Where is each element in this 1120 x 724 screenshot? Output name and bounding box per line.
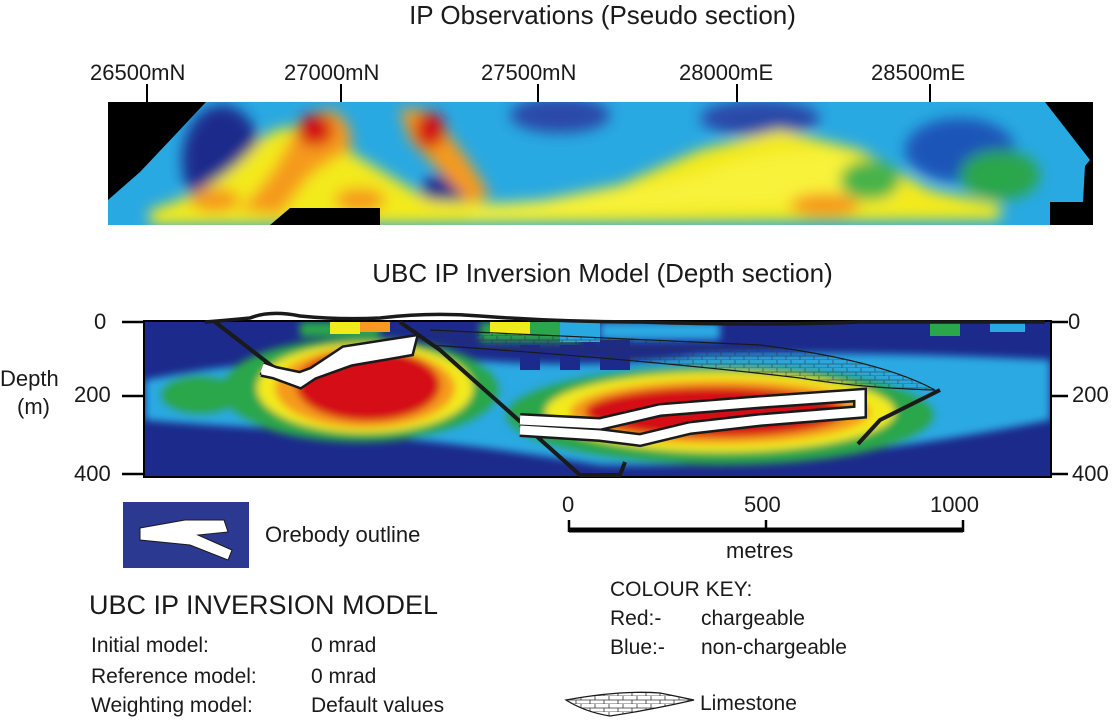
param-value: 0 mrad [311, 665, 377, 688]
orebody-legend-swatch [123, 502, 249, 568]
param-label: Reference model: [91, 665, 257, 688]
colour-key-red-label: Red:- [610, 607, 662, 630]
param-value: 0 mrad [311, 634, 377, 657]
pseudo-section-title: IP Observations (Pseudo section) [409, 0, 796, 30]
depth-tick-label-right: 400 [1072, 461, 1109, 486]
depth-section [122, 311, 1068, 478]
depth-ticks-left [122, 320, 145, 476]
limestone-legend-label: Limestone [700, 692, 797, 715]
pseudo-tick-label: 27000mN [284, 60, 380, 85]
depth-tick-label-left: 400 [74, 461, 111, 486]
depth-colour-field [145, 322, 1050, 476]
colour-key-red-desc: chargeable [701, 607, 805, 630]
pseudo-section [108, 102, 1093, 225]
model-heading: UBC IP INVERSION MODEL [89, 590, 439, 620]
param-value: Default values [311, 694, 445, 717]
scale-tick-label: 500 [744, 492, 781, 517]
param-label: Initial model: [91, 634, 209, 657]
scale-unit-label: metres [726, 538, 794, 563]
colour-key-blue-label: Blue:- [610, 636, 665, 659]
orebody-outlines [259, 333, 867, 448]
limestone-outline [429, 329, 936, 391]
limestone-lens [430, 330, 935, 390]
pseudo-tick-label: 26500mN [90, 60, 186, 85]
orebody-legend-label: Orebody outline [265, 522, 421, 547]
pseudo-tick-label: 28500mE [871, 60, 966, 85]
fault-line [398, 320, 627, 477]
contact-line-right [856, 388, 941, 446]
pseudo-tick-label: 27500mN [481, 60, 577, 85]
depth-ticks-right [1050, 320, 1068, 476]
depth-tick-label-left: 200 [74, 382, 111, 407]
topography-line [204, 311, 1045, 326]
depth-axis-unit: (m) [17, 394, 50, 419]
scale-tick-label: 1000 [930, 492, 979, 517]
depth-tick-label-right: 0 [1068, 309, 1081, 334]
colour-key-title: COLOUR KEY: [610, 578, 753, 601]
scale-tick-label: 0 [562, 492, 575, 517]
pseudo-ticks [146, 84, 931, 102]
scale-bar [567, 520, 965, 533]
depth-section-title: UBC IP Inversion Model (Depth section) [372, 258, 833, 288]
colour-key-blue-desc: non-chargeable [701, 636, 847, 659]
depth-tick-label-right: 200 [1072, 382, 1109, 407]
pseudo-tick-label: 28000mE [679, 60, 774, 85]
param-label: Weighting model: [91, 694, 253, 717]
depth-tick-label-left: 0 [94, 309, 107, 334]
depth-axis-label: Depth [0, 366, 59, 391]
pseudo-colour-field [108, 102, 1090, 225]
limestone-legend-swatch [564, 691, 695, 717]
